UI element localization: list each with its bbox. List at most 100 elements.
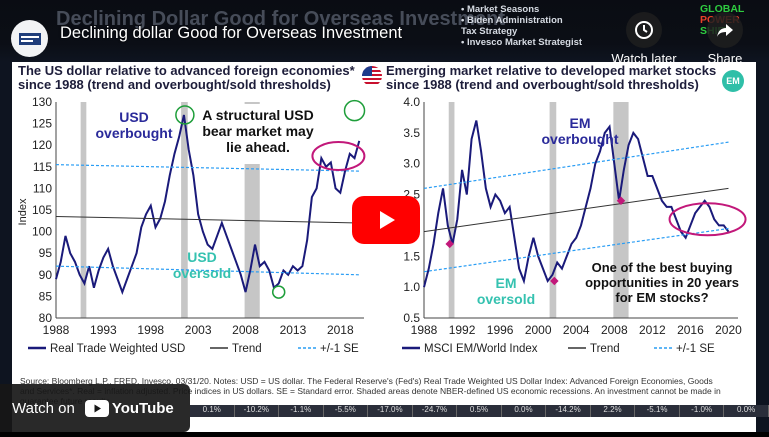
recession-marker — [550, 276, 559, 286]
x-tick-label: 1993 — [90, 323, 117, 337]
se-band-line — [55, 265, 360, 276]
highlight-circle — [311, 141, 366, 171]
left-chart-title: The US dollar relative to advanced forei… — [18, 64, 355, 92]
y-tick-label: 0.5 — [403, 311, 420, 325]
y-tick-label: 100 — [32, 225, 52, 239]
legend-label-se: +/-1 SE — [320, 343, 359, 355]
agenda-item: • Invesco Market Strategist — [461, 37, 583, 48]
y-tick-label: 110 — [33, 181, 52, 195]
ticker-cell: 2.2% — [591, 405, 636, 417]
se-band-line — [423, 227, 729, 273]
play-button[interactable] — [352, 196, 420, 244]
main-series-line — [423, 120, 730, 288]
y-tick-label: 85 — [39, 289, 53, 303]
share-arrow-icon — [707, 12, 743, 48]
youtube-logo: YouTube — [84, 399, 174, 417]
x-tick-label: 2004 — [563, 323, 590, 337]
peak-marker — [175, 105, 195, 125]
share-button[interactable]: Share — [690, 12, 760, 66]
x-tick-label: 2013 — [280, 323, 307, 337]
annotation-em-overbought: overbought — [542, 131, 619, 147]
trend-line — [55, 215, 360, 224]
y-tick-label: 105 — [32, 203, 52, 217]
recession-marker — [616, 196, 626, 205]
main-series-line — [55, 114, 361, 295]
y-tick-label: 4.0 — [403, 95, 420, 109]
x-tick-label: 2018 — [327, 323, 354, 337]
trend-line — [423, 187, 729, 233]
x-tick-label: 2000 — [525, 323, 552, 337]
y-tick-label: 1.5 — [403, 249, 420, 263]
brand-line: GLOBAL — [700, 3, 745, 15]
right-chart: 0.51.01.52.02.53.03.54.01988199219962000… — [402, 95, 747, 355]
annotation-bear-market: A structural USD — [202, 107, 314, 123]
annotation-em-oversold: oversold — [477, 291, 535, 307]
annotation-em-overbought: EM — [570, 115, 591, 131]
y-tick-label: 120 — [32, 138, 52, 152]
ticker-cell: -17.0% — [368, 405, 413, 417]
y-tick-label: 115 — [33, 160, 52, 174]
watch-on-label: Watch on — [12, 399, 75, 417]
watch-later-button[interactable]: Watch later — [610, 12, 678, 66]
ticker-cell: 0.0% — [502, 405, 547, 417]
y-tick-label: 3.5 — [403, 126, 420, 140]
x-tick-label: 2008 — [232, 323, 259, 337]
agenda-list: • Market Seasons • Biden Administration … — [461, 4, 611, 48]
source-line-2: and Services*. Real = inflation adjusted… — [20, 386, 721, 396]
annotation-buying-opportunity: for EM stocks? — [615, 290, 708, 305]
recession-band — [613, 102, 629, 318]
slide-panel: The US dollar relative to advanced forei… — [12, 62, 756, 432]
se-band-line — [55, 164, 360, 172]
ticker-cell: -5.5% — [324, 405, 369, 417]
annotation-bear-market: lie ahead. — [226, 139, 290, 155]
y-axis-title: Index — [17, 198, 29, 225]
y-tick-label: 1.0 — [403, 280, 420, 294]
x-tick-label: 2016 — [677, 323, 704, 337]
highlight-circle — [668, 202, 747, 237]
ticker-cell: -10.2% — [235, 405, 280, 417]
trough-marker — [271, 285, 286, 299]
clock-icon — [626, 12, 662, 48]
annotation-buying-opportunity: One of the best buying — [592, 260, 733, 275]
se-band-line — [423, 141, 729, 189]
y-tick-label: 90 — [39, 268, 53, 282]
right-chart-title-line1: Emerging market relative to developed ma… — [386, 63, 717, 78]
slide-heading: Declining Dollar Good for Overseas Inves… — [56, 8, 506, 30]
channel-avatar[interactable] — [11, 20, 48, 57]
ticker-cell: -1.0% — [680, 405, 725, 417]
youtube-wordmark: YouTube — [111, 399, 174, 417]
right-chart-title: Emerging market relative to developed ma… — [386, 64, 716, 92]
ticker-cell: 0.5% — [457, 405, 502, 417]
annotation-usd-overbought: USD — [119, 109, 149, 125]
annotation-backdrop — [208, 104, 310, 164]
video-title-link[interactable]: Declining dollar Good for Overseas Inves… — [60, 24, 403, 42]
watch-later-label: Watch later — [611, 51, 677, 66]
ticker-cell: -1.1% — [279, 405, 324, 417]
right-chart-title-line2: since 1988 (trend and overbought/sold th… — [386, 77, 699, 92]
y-tick-label: 130 — [32, 95, 52, 109]
x-tick-label: 1988 — [43, 323, 70, 337]
agenda-item: • Market Seasons — [461, 4, 540, 15]
watch-on-youtube-button[interactable]: Watch on YouTube — [0, 384, 190, 432]
share-label: Share — [707, 51, 743, 66]
legend-label-main: Real Trade Weighted USD — [50, 343, 185, 355]
left-chart-title-line1: The US dollar relative to advanced forei… — [18, 63, 355, 78]
em-badge: EM — [722, 70, 744, 92]
left-chart: 80 85 90 95 100 105 110 115 120 125 130 1988 1993 199… — [17, 95, 366, 355]
scribble-marker — [343, 99, 366, 122]
x-tick-label: 2003 — [185, 323, 212, 337]
ticker-cell: -14.2% — [546, 405, 591, 417]
recession-band — [549, 102, 557, 318]
recession-band — [181, 102, 188, 318]
legend-label-main: MSCI EM/World Index — [424, 343, 538, 355]
play-icon — [380, 211, 395, 229]
annotation-usd-oversold: USD — [187, 249, 217, 265]
x-tick-label: 2008 — [601, 323, 628, 337]
y-tick-label: 3.0 — [403, 157, 420, 171]
recession-band — [80, 102, 87, 318]
bottom-strip — [0, 432, 769, 437]
annotation-buying-opportunity: opportunities in 20 years — [585, 275, 739, 290]
annotation-em-oversold: EM — [496, 275, 517, 291]
ticker-strip: 0.1% -10.2% -1.1% -5.5% -17.0% -24.7% 0.… — [190, 405, 769, 417]
